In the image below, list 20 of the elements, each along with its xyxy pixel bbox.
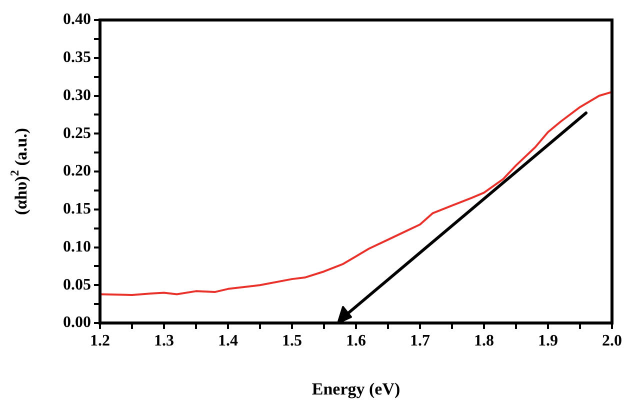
x-tick-label: 1.6 (346, 332, 366, 350)
y-tick-label: 0.20 (63, 162, 91, 180)
x-tick-label: 1.2 (90, 332, 110, 350)
y-axis-title: (αhυ)2 (a.u.) (7, 128, 30, 216)
y-tick-label: 0.15 (63, 200, 91, 218)
y-tick-label: 0.00 (63, 314, 91, 332)
x-tick-label: 1.5 (282, 332, 302, 350)
x-tick-label: 1.4 (218, 332, 238, 350)
x-tick-label: 1.9 (538, 332, 558, 350)
x-tick-label: 1.7 (410, 332, 430, 350)
x-tick-label: 1.3 (154, 332, 174, 350)
y-tick-label: 0.05 (63, 276, 91, 294)
x-tick-label: 1.8 (474, 332, 494, 350)
y-tick-label: 0.40 (63, 11, 91, 28)
x-tick-label: 2.0 (602, 332, 622, 350)
y-tick-label: 0.10 (63, 238, 91, 256)
y-tick-label: 0.25 (63, 124, 91, 142)
y-tick-label: 0.30 (63, 86, 91, 104)
y-tick-label: 0.35 (63, 49, 91, 66)
x-axis-title: Energy (eV) (312, 379, 400, 398)
